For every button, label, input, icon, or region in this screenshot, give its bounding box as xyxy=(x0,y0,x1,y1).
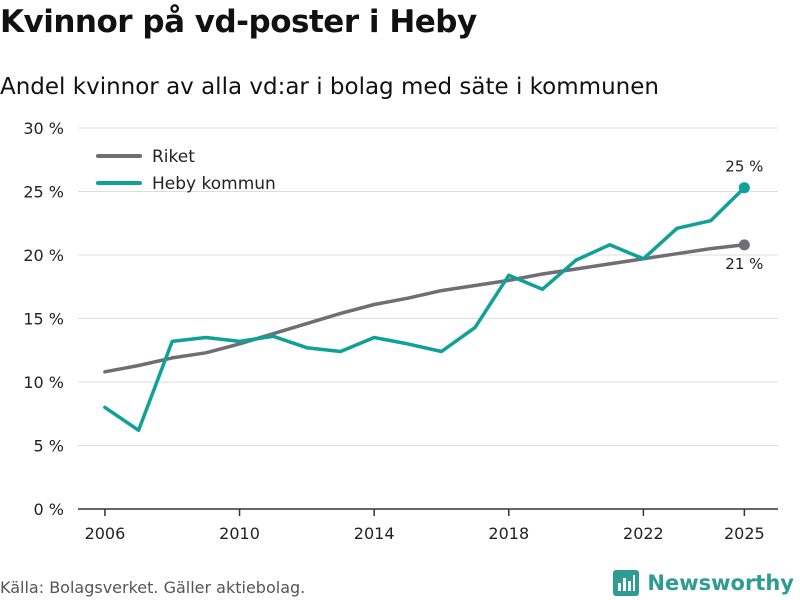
chart-title: Kvinnor på vd-poster i Heby xyxy=(0,4,477,40)
legend-label: Riket xyxy=(152,147,195,167)
y-tick-label: 25 % xyxy=(23,183,64,202)
x-tick-label: 2018 xyxy=(488,524,529,543)
x-tick-label: 2010 xyxy=(219,524,260,543)
end-value-label: 21 % xyxy=(725,255,763,273)
x-axis: 2006 2010 2014 2018 2022 2025 xyxy=(78,508,778,543)
end-markers: 21 % 25 % xyxy=(725,158,763,273)
series-line-riket xyxy=(103,243,747,374)
end-marker-point xyxy=(738,239,750,251)
legend-label: Heby kommun xyxy=(152,174,276,194)
series-line-heby xyxy=(103,185,747,433)
brand-name: Newsworthy xyxy=(647,571,794,595)
newsworthy-logo-icon xyxy=(613,570,640,596)
source-note: Källa: Bolagsverket. Gäller aktiebolag. xyxy=(0,578,306,597)
brand[interactable]: Newsworthy xyxy=(613,570,794,596)
y-tick-label: 5 % xyxy=(34,437,64,456)
legend: Riket Heby kommun xyxy=(96,147,276,194)
y-tick-label: 10 % xyxy=(23,373,64,392)
x-tick-label: 2025 xyxy=(724,524,765,543)
x-tick-label: 2022 xyxy=(623,524,664,543)
x-tick-label: 2014 xyxy=(354,524,395,543)
y-tick-label: 30 % xyxy=(23,119,64,138)
end-value-label: 25 % xyxy=(725,158,763,176)
y-tick-label: 0 % xyxy=(34,500,64,519)
y-tick-label: 15 % xyxy=(23,310,64,329)
y-tick-label: 20 % xyxy=(23,246,64,265)
y-axis-tick-labels: 0 % 5 % 10 % 15 % 20 % 25 % 30 % xyxy=(23,119,64,519)
chart-subtitle: Andel kvinnor av alla vd:ar i bolag med … xyxy=(0,74,659,100)
end-marker-point xyxy=(738,182,750,194)
x-tick-label: 2006 xyxy=(85,524,126,543)
series-lines xyxy=(103,185,747,433)
